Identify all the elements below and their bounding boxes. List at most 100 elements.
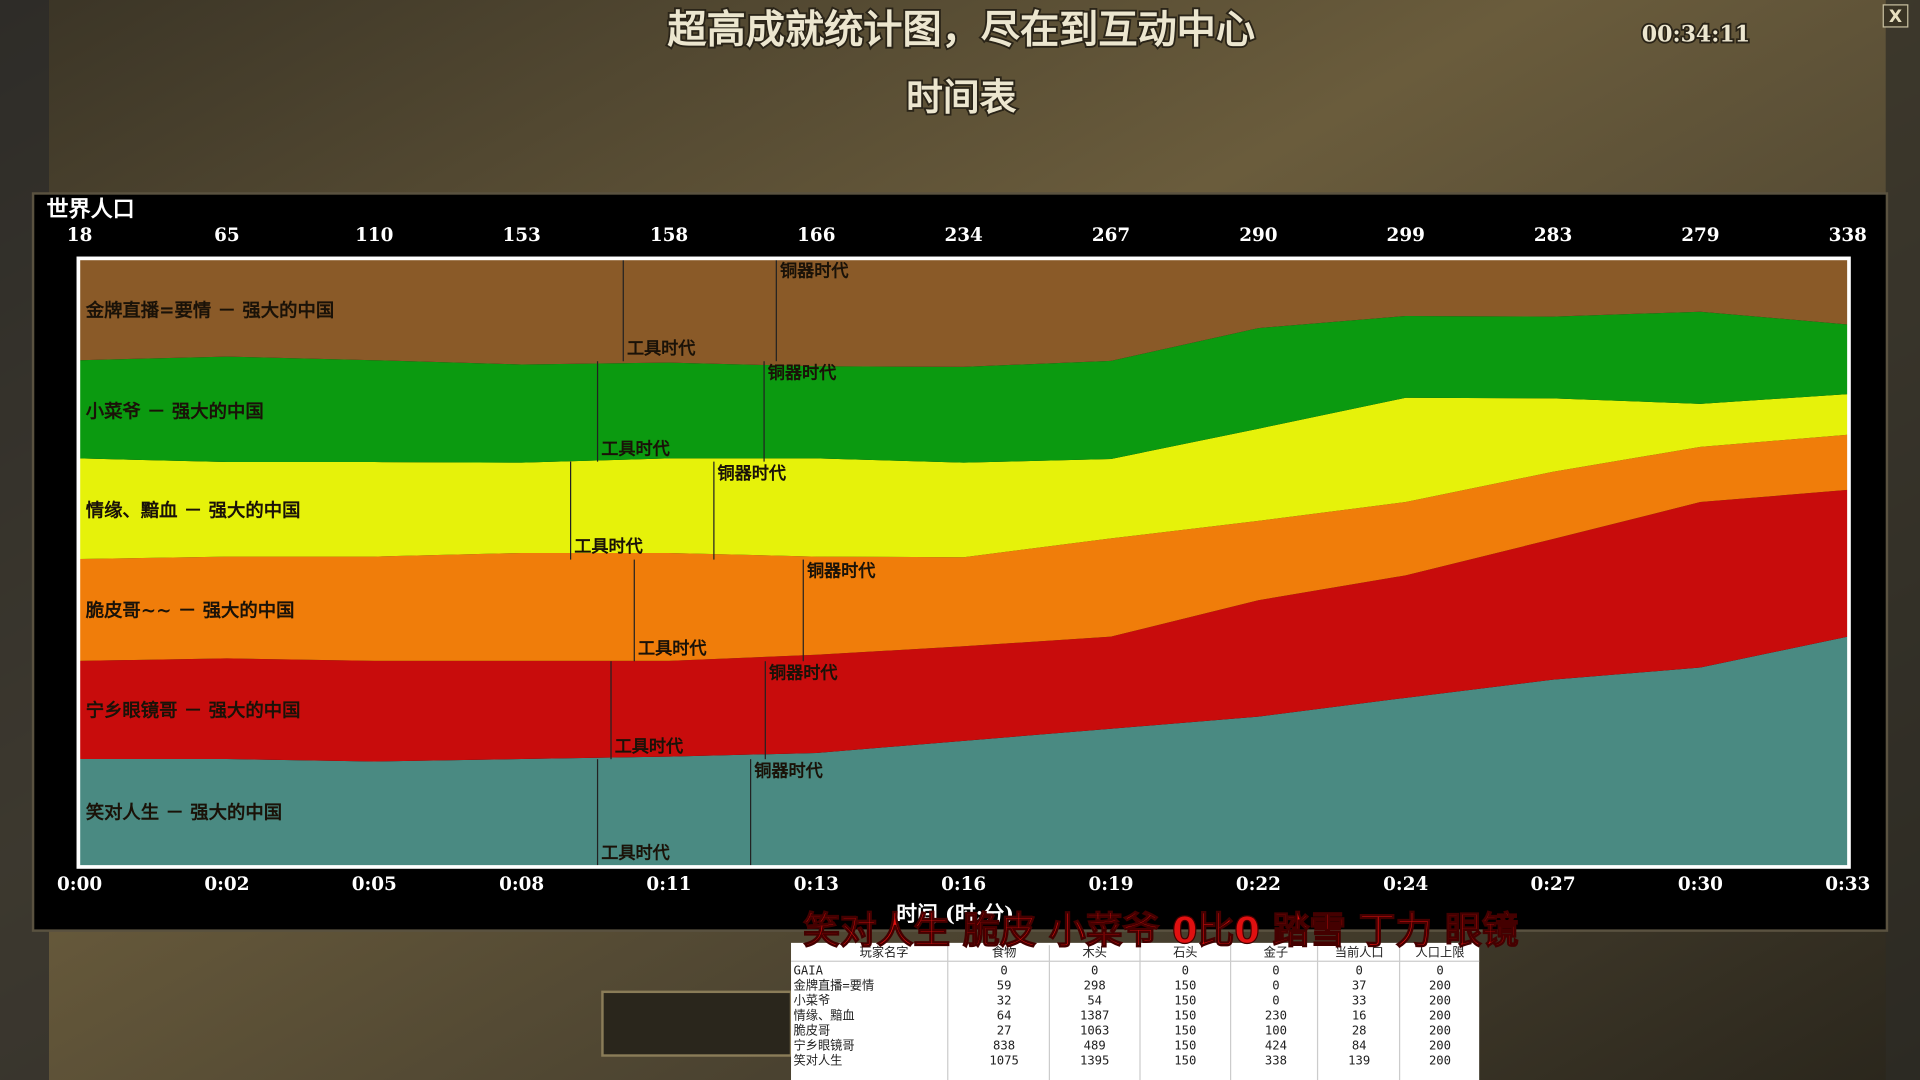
table-cell: 16 — [1352, 1009, 1367, 1023]
legend-label: 脆皮哥~~ － 强大的中国 — [85, 600, 295, 622]
table-cell: 200 — [1429, 1038, 1451, 1052]
table-header: 人口上限 — [1416, 945, 1465, 959]
legend-label: 情缘、黯血 － 强大的中国 — [86, 500, 301, 522]
player-name: 小菜爷 — [793, 994, 830, 1008]
overlay-caption: 笑对人生 脆皮 小菜爷 0比0 踏雪 丁力 眼镜 — [803, 909, 1519, 952]
age-label: 铜器时代 — [768, 362, 837, 383]
table-cell: 200 — [1429, 1009, 1451, 1023]
x-tick-label: 0:24 — [1383, 874, 1428, 895]
table-cell: 1387 — [1080, 1009, 1109, 1023]
table-header: 金子 — [1264, 944, 1288, 959]
population-label: 110 — [355, 225, 393, 246]
area-band — [79, 311, 1848, 463]
x-tick-label: 0:22 — [1236, 874, 1281, 895]
population-label: 158 — [650, 225, 688, 246]
chart-title: 世界人口 — [47, 197, 135, 223]
table-cell: 28 — [1352, 1023, 1367, 1037]
table-cell: 200 — [1429, 994, 1451, 1008]
table-header: 木头 — [1082, 945, 1106, 959]
button-frame[interactable] — [601, 990, 793, 1057]
x-tick-label: 0:00 — [57, 874, 102, 895]
table-cell: 150 — [1174, 979, 1196, 993]
legend-label: 笑对人生 － 强大的中国 — [86, 802, 282, 824]
table-header: 食物 — [992, 944, 1016, 959]
player-name: 情缘、黯血 — [793, 1008, 854, 1023]
x-tick-label: 0:02 — [204, 874, 249, 895]
age-label: 工具时代 — [638, 638, 707, 659]
pillar — [1885, 0, 1920, 1080]
table-header: 当前人口 — [1335, 944, 1384, 959]
table-cell: 200 — [1429, 1053, 1451, 1067]
population-label: 283 — [1534, 225, 1572, 246]
table-cell: 338 — [1265, 1053, 1287, 1067]
population-label: 18 — [67, 225, 93, 246]
table-header: 石头 — [1173, 945, 1197, 959]
population-label: 166 — [797, 225, 835, 246]
area-band — [79, 434, 1848, 661]
table-cell: 0 — [1436, 964, 1443, 978]
x-tick-label: 0:19 — [1088, 874, 1133, 895]
table-cell: 838 — [993, 1038, 1015, 1052]
table-cell: 150 — [1174, 1038, 1196, 1052]
close-button[interactable] — [1882, 4, 1909, 28]
table-cell: 230 — [1265, 1009, 1287, 1023]
x-tick-label: 0:13 — [794, 874, 839, 895]
table-cell: 0 — [1355, 964, 1362, 978]
population-label: 290 — [1239, 225, 1277, 246]
area-band — [79, 259, 1848, 367]
close-label[interactable]: X — [1889, 7, 1902, 27]
table-cell: 37 — [1352, 979, 1367, 993]
table-cell: 64 — [997, 1009, 1012, 1023]
table-cell: 424 — [1265, 1038, 1287, 1052]
age-label: 铜器时代 — [769, 662, 838, 683]
legend-label: 小菜爷 － 强大的中国 — [86, 401, 264, 423]
player-name: 脆皮哥 — [793, 1022, 830, 1037]
x-tick-label: 0:05 — [352, 874, 397, 895]
age-label: 铜器时代 — [718, 463, 787, 484]
table-cell: 59 — [997, 979, 1012, 993]
table-cell: 100 — [1265, 1023, 1287, 1037]
x-tick-label: 0:33 — [1825, 874, 1870, 895]
legend-label: 宁乡眼镜哥 － 强大的中国 — [86, 699, 301, 721]
table-cell: 489 — [1084, 1038, 1106, 1052]
x-tick-label: 0:11 — [646, 874, 691, 895]
population-label: 267 — [1092, 225, 1130, 246]
x-tick-label: 0:08 — [499, 874, 544, 895]
clock: 00:34:11 — [1642, 22, 1750, 48]
table-cell: 200 — [1429, 1023, 1451, 1037]
table-cell: 150 — [1174, 1009, 1196, 1023]
legend-label: 金牌直播=要情 － 强大的中国 — [85, 300, 334, 322]
table-cell: 150 — [1174, 994, 1196, 1008]
stats-table — [791, 942, 1480, 1080]
table-cell: 0 — [1272, 979, 1279, 993]
table-cell: 32 — [997, 994, 1012, 1008]
x-tick-label: 0:27 — [1531, 874, 1576, 895]
table-cell: 33 — [1352, 994, 1367, 1008]
age-label: 工具时代 — [627, 338, 696, 359]
age-label: 工具时代 — [574, 536, 643, 557]
table-header: 玩家名字 — [860, 944, 909, 959]
population-label: 338 — [1829, 225, 1867, 246]
table-cell: 1063 — [1080, 1023, 1109, 1037]
table-cell: 0 — [1182, 964, 1189, 978]
table-cell: 27 — [997, 1023, 1012, 1037]
x-axis-label: 时间 (时:分) — [896, 901, 1014, 926]
population-label: 234 — [945, 225, 984, 246]
player-name: 笑对人生 — [793, 1052, 842, 1067]
table-cell: 84 — [1352, 1038, 1367, 1052]
age-label: 铜器时代 — [754, 760, 823, 781]
table-cell: 200 — [1429, 979, 1451, 993]
area-band — [79, 489, 1848, 762]
table-cell: 1075 — [989, 1053, 1018, 1067]
age-label: 工具时代 — [601, 842, 670, 863]
table-cell: 0 — [1272, 994, 1279, 1008]
table-cell: 139 — [1348, 1053, 1370, 1067]
plot-border — [76, 256, 1851, 869]
player-name: 金牌直播=要情 — [793, 978, 874, 993]
age-label: 工具时代 — [615, 736, 684, 757]
table-cell: 54 — [1087, 994, 1102, 1008]
table-cell: 150 — [1174, 1023, 1196, 1037]
